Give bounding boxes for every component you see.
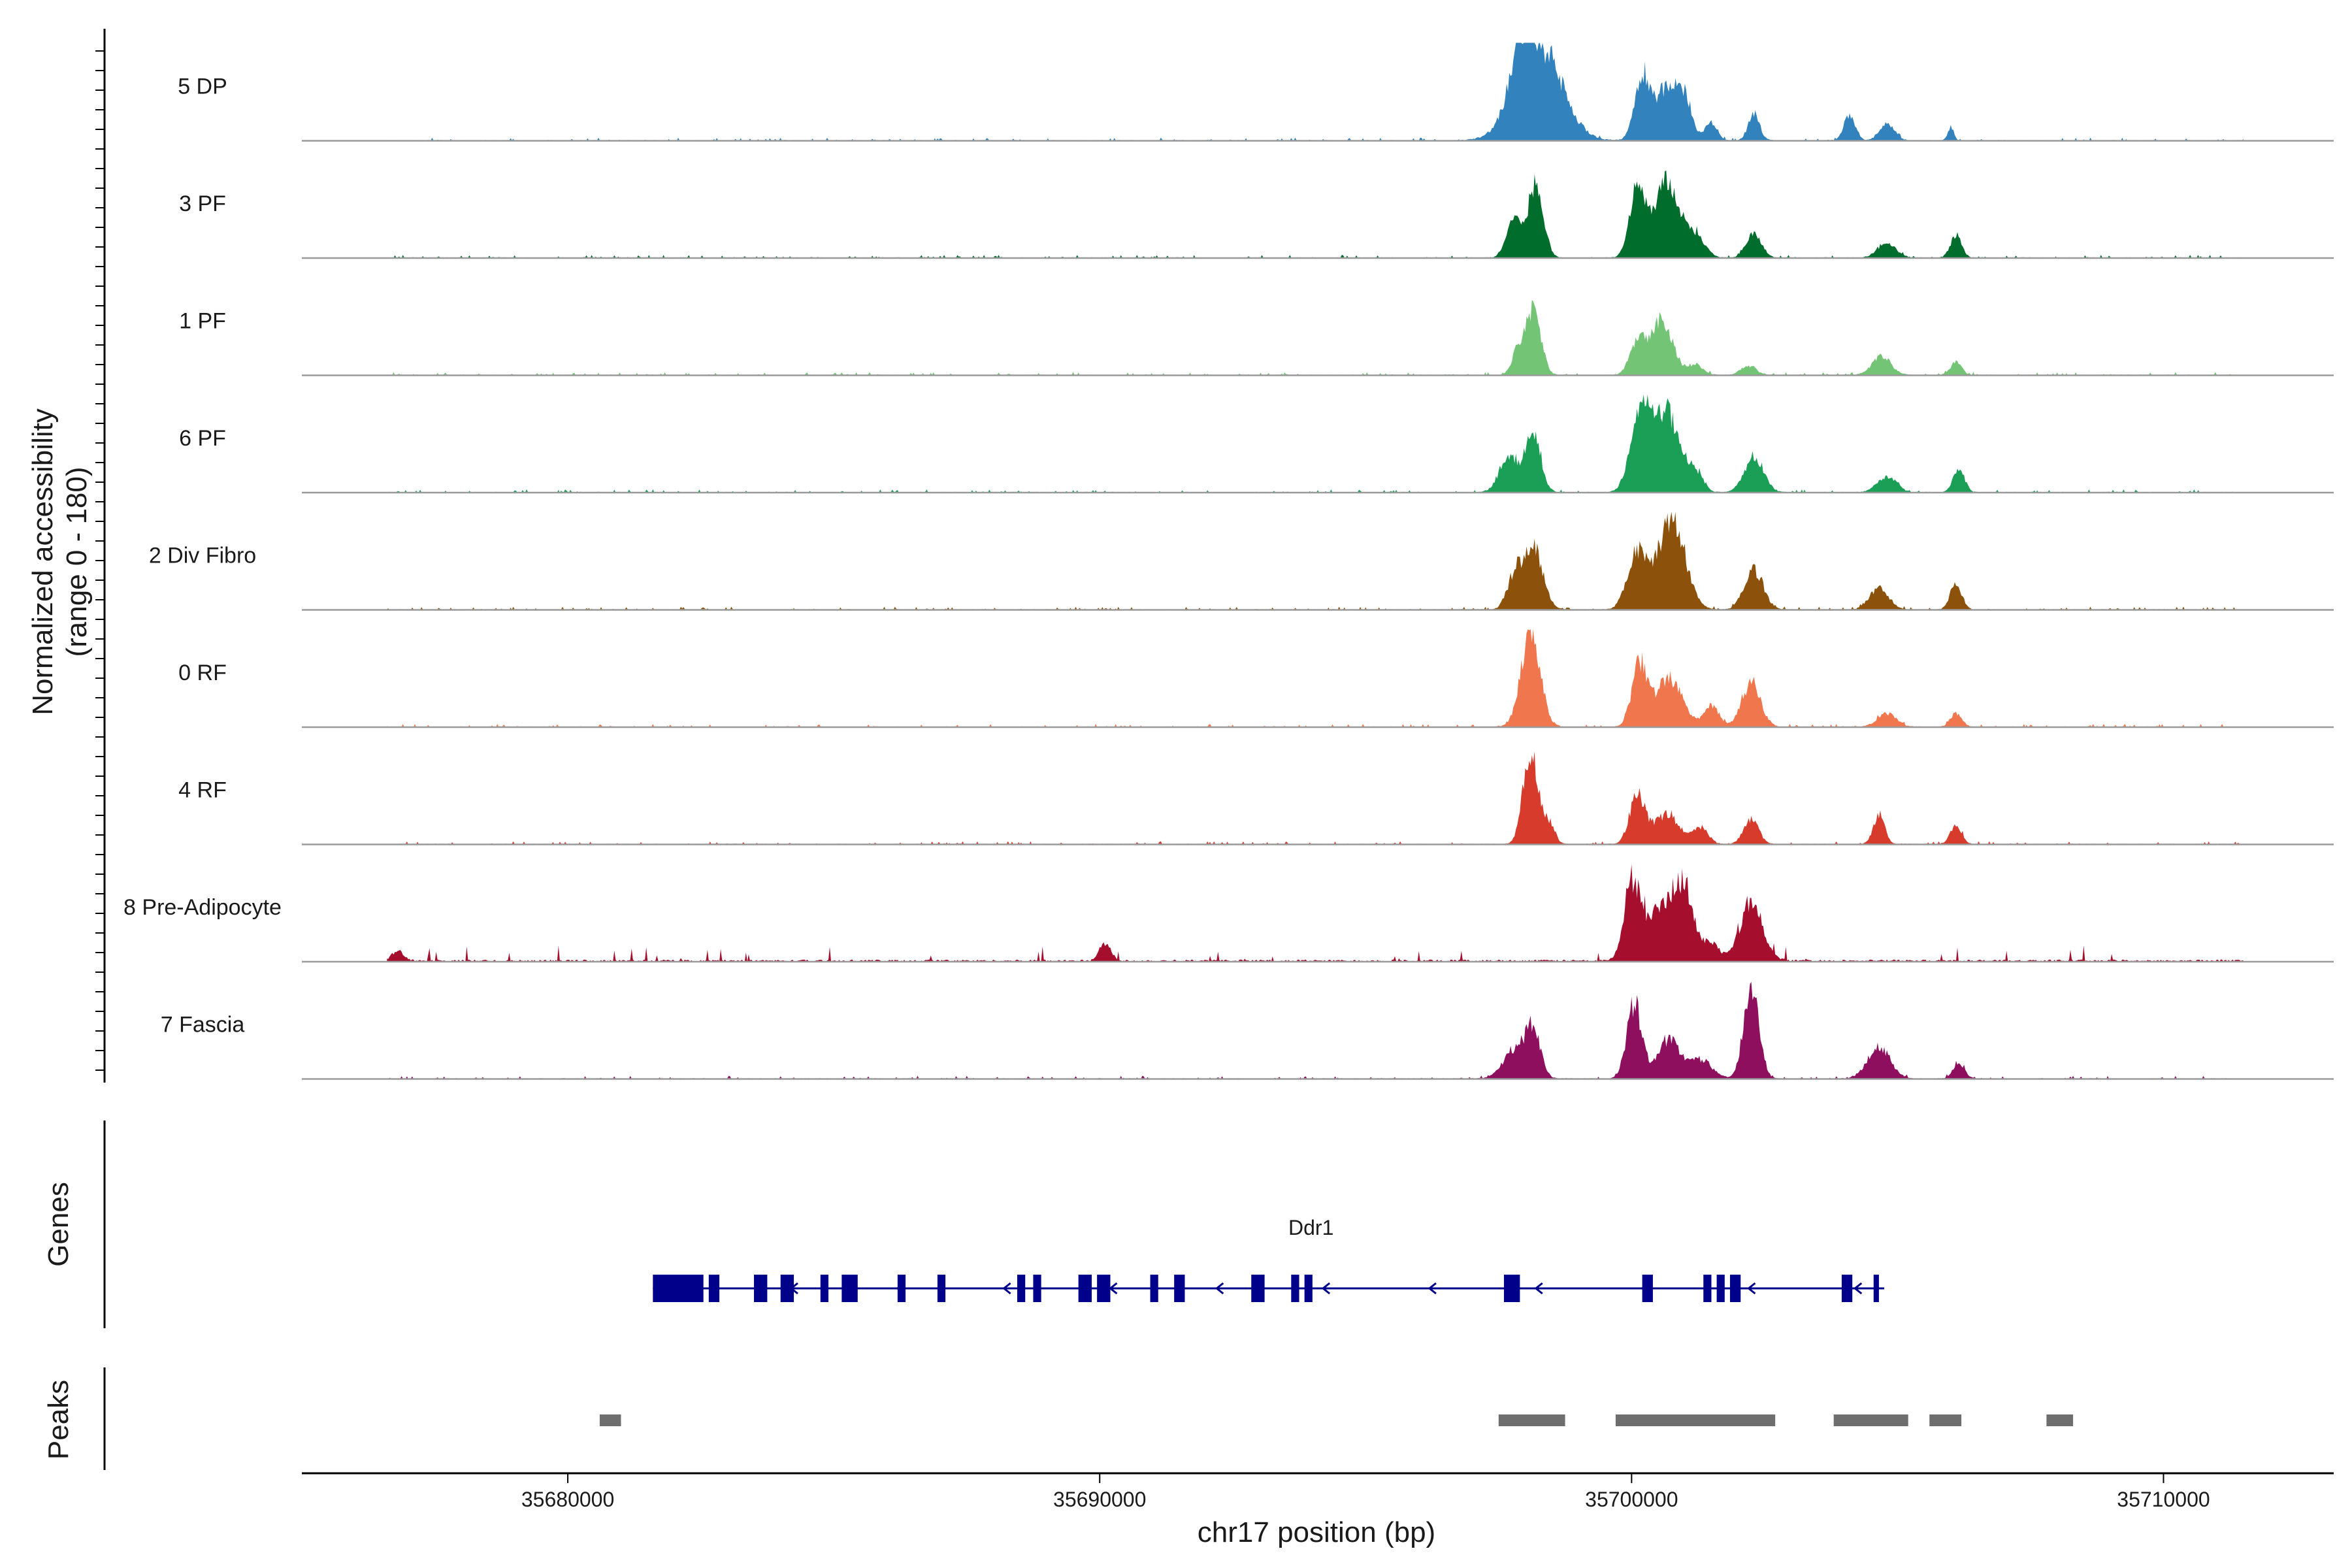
peaks-panel-title: Peaks xyxy=(42,1380,74,1460)
strand-arrow xyxy=(1747,1282,1756,1295)
strand-arrow xyxy=(1853,1282,1863,1295)
x-tick-label: 35710000 xyxy=(2117,1488,2210,1511)
coverage-area xyxy=(387,300,2244,376)
gene-exon xyxy=(1150,1275,1158,1302)
track-label: 1 PF xyxy=(179,309,226,334)
track-label: 4 RF xyxy=(178,778,227,803)
gene-exon xyxy=(841,1275,858,1302)
track-label: 5 DP xyxy=(178,74,227,99)
coverage-area xyxy=(387,629,2244,727)
peak-region xyxy=(1833,1414,1908,1426)
gene-exon xyxy=(1097,1275,1111,1302)
gene-exon xyxy=(1078,1275,1092,1302)
gene-exon xyxy=(653,1275,704,1302)
gene-exon xyxy=(1642,1275,1653,1302)
track-label: 2 Div Fibro xyxy=(149,544,256,568)
strand-arrow xyxy=(1321,1282,1331,1295)
gene-exon xyxy=(1841,1275,1853,1302)
peak-region xyxy=(2046,1414,2074,1426)
coverage-track: 6 PF xyxy=(179,395,2334,494)
coverage-track: 1 PF xyxy=(179,300,2334,376)
gene-exon xyxy=(897,1275,906,1302)
track-label: 7 Fascia xyxy=(161,1013,245,1037)
x-tick-label: 35680000 xyxy=(521,1488,614,1511)
gene-exon xyxy=(708,1275,720,1302)
gene-exon xyxy=(937,1275,946,1302)
gene-exon xyxy=(1017,1275,1026,1302)
track-label: 0 RF xyxy=(178,661,227,685)
y-axis-range: (range 0 - 180) xyxy=(61,466,93,657)
track-label: 6 PF xyxy=(179,426,226,451)
gene-exon xyxy=(1304,1275,1313,1302)
gene-label: Ddr1 xyxy=(1288,1216,1333,1239)
strand-arrow xyxy=(1534,1282,1543,1295)
coverage-area xyxy=(387,42,2244,141)
gene-exon xyxy=(1174,1275,1185,1302)
coverage-area xyxy=(387,512,2244,610)
strand-arrow xyxy=(1428,1282,1437,1295)
coverage-track: 7 Fascia xyxy=(161,981,2334,1080)
coverage-track: 8 Pre-Adipocyte xyxy=(123,864,2334,963)
coverage-track: 2 Div Fibro xyxy=(149,512,2334,611)
gene-exon xyxy=(1703,1275,1712,1302)
peak-region xyxy=(599,1414,621,1426)
coverage-area xyxy=(387,171,2244,258)
gene-exon xyxy=(780,1275,794,1302)
track-label: 3 PF xyxy=(179,191,226,216)
coverage-track: 4 RF xyxy=(178,751,2334,845)
gene-exon xyxy=(1729,1275,1741,1302)
x-axis-title: chr17 position (bp) xyxy=(1198,1516,1435,1548)
gene-exon xyxy=(1503,1275,1520,1302)
coverage-area xyxy=(387,395,2244,493)
x-tick-label: 35700000 xyxy=(1585,1488,1678,1511)
coverage-area xyxy=(387,864,2244,962)
y-axis-title: Normalized accessibility xyxy=(27,408,59,715)
gene-exon xyxy=(1873,1275,1879,1302)
coverage-area xyxy=(387,981,2244,1079)
coverage-track: 3 PF xyxy=(179,171,2334,259)
peak-region xyxy=(1615,1414,1776,1426)
gene-exon xyxy=(1291,1275,1299,1302)
coverage-track: 0 RF xyxy=(178,629,2334,728)
gene-exon xyxy=(1251,1275,1265,1302)
strand-arrow xyxy=(1215,1282,1224,1295)
x-tick-label: 35690000 xyxy=(1053,1488,1146,1511)
coverage-area xyxy=(387,751,2244,845)
peak-region xyxy=(1498,1414,1565,1426)
genes-panel-title: Genes xyxy=(42,1182,74,1267)
peak-region xyxy=(1929,1414,1962,1426)
coverage-track: 5 DP xyxy=(178,42,2334,142)
track-label: 8 Pre-Adipocyte xyxy=(123,895,282,920)
gene-exon xyxy=(820,1275,828,1302)
strand-arrow xyxy=(1002,1282,1011,1295)
gene-exon xyxy=(1033,1275,1041,1302)
gene-exon xyxy=(1716,1275,1725,1302)
gene-exon xyxy=(754,1275,768,1302)
